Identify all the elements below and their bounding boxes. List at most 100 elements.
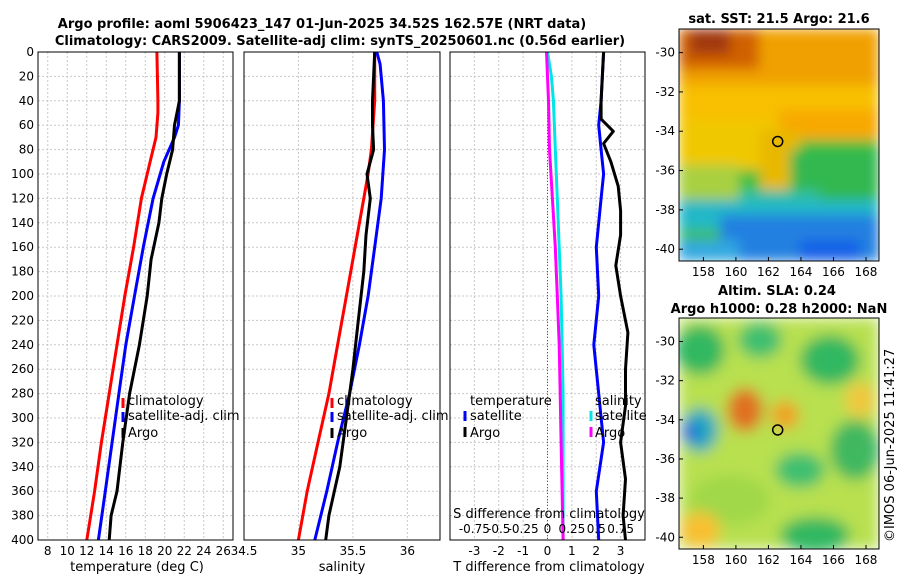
s-difference-label: S difference from climatology: [453, 507, 645, 522]
y-tick-label: 340: [11, 460, 34, 474]
y-tick-label: 0: [26, 45, 34, 59]
lat-tick-label: -30: [655, 46, 675, 60]
salinity-lines: [296, 52, 386, 540]
legend-label-s-satellite: satellite: [595, 409, 647, 424]
figure-title-line2: Climatology: CARS2009. Satellite-adj cli…: [55, 34, 625, 49]
y-tick-label: 380: [11, 509, 34, 523]
y-tick-label: 80: [19, 143, 34, 157]
lon-tick-label: 164: [789, 265, 812, 279]
sla-map-title-line2: Argo h1000: 0.28 h2000: NaN: [671, 302, 888, 317]
series-line-argo: [324, 52, 377, 540]
sst-map-title: sat. SST: 21.5 Argo: 21.6: [688, 12, 869, 27]
series-line-temperature-argo: [599, 52, 630, 540]
sla-map-panel: Altim. SLA: 0.24 Argo h1000: 0.28 h2000:…: [655, 284, 887, 567]
series-line-satellite-adj-clim: [96, 52, 181, 540]
legend-label-s-argo: Argo: [595, 426, 625, 441]
series-line-salinity-argo: [545, 52, 565, 540]
lat-tick-label: -36: [655, 164, 675, 178]
y-tick-label: 320: [11, 435, 34, 449]
lon-tick-label: 158: [692, 553, 715, 567]
series-line-climatology: [85, 52, 160, 540]
series-line-satellite-adj-clim: [313, 52, 386, 540]
y-tick-label: 100: [11, 167, 34, 181]
sla-map-image: [679, 318, 879, 549]
x-tick-label: 22: [177, 544, 192, 558]
x-tick-label: -1: [517, 544, 529, 558]
lon-tick-label: 168: [855, 265, 878, 279]
sst-map-frame: [678, 28, 880, 262]
lat-tick-label: -32: [655, 85, 675, 99]
lat-tick-label: -40: [655, 242, 675, 256]
x-tick-label: 8: [44, 544, 52, 558]
lat-tick-label: -34: [655, 413, 675, 427]
salinity-grid: [243, 51, 440, 541]
salinity-tick-labels: 34.5 35 35.5 36: [231, 544, 415, 558]
y-tick-label: 280: [11, 387, 34, 401]
y-tick-label: 400: [11, 533, 34, 547]
x-tick-label: 12: [79, 544, 94, 558]
lon-tick-label: 162: [757, 265, 780, 279]
legend-label-climatology: climatology: [128, 394, 204, 409]
salinity-xlabel: salinity: [319, 560, 366, 575]
salinity-axes-frame: [243, 51, 441, 541]
s-tick-label: -0.25: [508, 522, 539, 536]
legend-label-t-argo: Argo: [470, 426, 500, 441]
x-tick-label: 20: [157, 544, 172, 558]
legend-label-argo: Argo: [337, 426, 367, 441]
lat-tick-label: -36: [655, 452, 675, 466]
t-difference-tick-labels: -3 -2 -1 0 1 2 3: [468, 544, 624, 558]
y-tick-label: 140: [11, 216, 34, 230]
s-tick-label: 0: [544, 522, 552, 536]
depth-tick-labels: 0 20 40 60 80 100 120 140 160 180 200 220 240 260 280 3…: [11, 45, 34, 547]
y-tick-label: 180: [11, 265, 34, 279]
x-tick-label: 10: [60, 544, 75, 558]
series-line-argo: [107, 52, 181, 540]
s-tick-label: 0.75: [607, 522, 634, 536]
temperature-lines: [85, 52, 181, 540]
x-tick-label: 2: [592, 544, 600, 558]
lat-tick-label: -30: [655, 334, 675, 348]
x-tick-label: 24: [196, 544, 211, 558]
figure-title-line1: Argo profile: aoml 5906423_147 01-Jun-20…: [58, 17, 586, 32]
lon-tick-label: 158: [692, 265, 715, 279]
s-difference-tick-labels: -0.75-0.5-0.25 0 0.25 0.5 0.75: [459, 522, 634, 536]
series-line-temperature-satellite: [592, 52, 606, 540]
temperature-xlabel: temperature (deg C): [70, 560, 204, 575]
legend-label-climatology: climatology: [337, 394, 413, 409]
s-tick-label: 0.25: [559, 522, 586, 536]
sla-map-lat-labels: -30 -32 -34 -36 -38 -40: [655, 334, 683, 544]
x-tick-label: 16: [118, 544, 133, 558]
lat-tick-label: -38: [655, 203, 675, 217]
lon-tick-label: 164: [789, 553, 812, 567]
legend-label-satellite: satellite-adj. clim: [337, 409, 449, 424]
x-tick-label: 35.5: [340, 544, 367, 558]
x-tick-label: 18: [138, 544, 153, 558]
sst-field: [679, 29, 879, 261]
sla-map-frame: [678, 317, 880, 550]
x-tick-label: 3: [617, 544, 625, 558]
lat-tick-label: -40: [655, 530, 675, 544]
lat-tick-label: -32: [655, 374, 675, 388]
argo-float-marker: [771, 135, 784, 148]
sst-map-panel: sat. SST: 21.5 Argo: 21.6 -30 -32: [655, 12, 880, 279]
y-tick-label: 120: [11, 191, 34, 205]
sst-map-lat-labels: -30 -32 -34 -36 -38 -40: [655, 46, 683, 256]
x-tick-label: -3: [468, 544, 480, 558]
y-tick-label: 60: [19, 118, 34, 132]
series-line-salinity-satellite: [546, 52, 565, 540]
lon-tick-label: 162: [757, 553, 780, 567]
y-tick-label: 360: [11, 484, 34, 498]
x-tick-label: 26: [216, 544, 231, 558]
y-tick-label: 300: [11, 411, 34, 425]
lat-tick-label: -34: [655, 124, 675, 138]
difference-panel: -3 -2 -1 0 1 2 3 -0.75-0.5-0.25 0 0.25 0.5 0.75 S …: [449, 51, 647, 575]
lon-tick-label: 160: [724, 553, 747, 567]
difference-legend-temperature: temperature satellite Argo: [463, 394, 552, 441]
lon-tick-label: 166: [822, 265, 845, 279]
s-tick-label: -0.5: [487, 522, 510, 536]
y-tick-label: 240: [11, 338, 34, 352]
lon-tick-label: 160: [724, 265, 747, 279]
legend-title-salinity: salinity: [595, 394, 642, 409]
y-tick-label: 260: [11, 362, 34, 376]
